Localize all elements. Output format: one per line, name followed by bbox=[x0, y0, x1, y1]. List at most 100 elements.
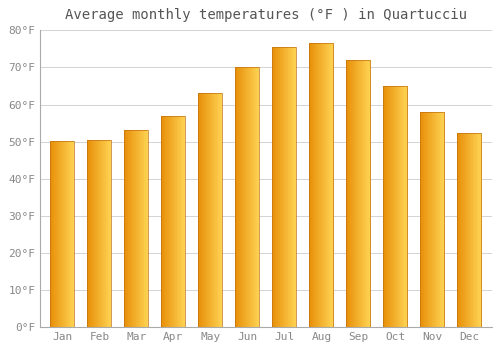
Bar bbox=[199, 93, 200, 327]
Bar bbox=[166, 116, 167, 327]
Bar bbox=[125, 131, 126, 327]
Bar bbox=[272, 47, 296, 327]
Bar bbox=[218, 93, 220, 327]
Bar bbox=[295, 47, 296, 327]
Bar bbox=[420, 112, 444, 327]
Bar bbox=[256, 67, 257, 327]
Bar bbox=[102, 140, 104, 327]
Bar bbox=[140, 131, 141, 327]
Bar bbox=[55, 141, 56, 327]
Bar bbox=[146, 131, 147, 327]
Bar bbox=[475, 133, 476, 327]
Bar bbox=[220, 93, 221, 327]
Bar bbox=[274, 47, 275, 327]
Bar bbox=[205, 93, 206, 327]
Bar bbox=[281, 47, 282, 327]
Bar bbox=[471, 133, 472, 327]
Bar bbox=[131, 131, 132, 327]
Bar bbox=[364, 60, 365, 327]
Bar bbox=[361, 60, 362, 327]
Bar bbox=[290, 47, 291, 327]
Bar bbox=[357, 60, 358, 327]
Bar bbox=[366, 60, 368, 327]
Bar bbox=[423, 112, 424, 327]
Bar bbox=[292, 47, 294, 327]
Bar bbox=[436, 112, 438, 327]
Bar bbox=[349, 60, 350, 327]
Bar bbox=[284, 47, 286, 327]
Bar bbox=[168, 116, 170, 327]
Bar bbox=[458, 133, 459, 327]
Bar bbox=[280, 47, 281, 327]
Bar bbox=[421, 112, 422, 327]
Bar bbox=[273, 47, 274, 327]
Bar bbox=[219, 93, 220, 327]
Bar bbox=[110, 140, 112, 327]
Bar bbox=[428, 112, 430, 327]
Bar bbox=[133, 131, 134, 327]
Bar bbox=[73, 141, 74, 327]
Bar bbox=[285, 47, 286, 327]
Bar bbox=[139, 131, 140, 327]
Bar bbox=[210, 93, 212, 327]
Bar bbox=[351, 60, 352, 327]
Bar bbox=[438, 112, 439, 327]
Bar bbox=[439, 112, 440, 327]
Bar bbox=[464, 133, 466, 327]
Bar bbox=[60, 141, 61, 327]
Bar bbox=[384, 86, 385, 327]
Bar bbox=[400, 86, 401, 327]
Bar bbox=[176, 116, 178, 327]
Bar bbox=[458, 133, 481, 327]
Bar bbox=[249, 67, 250, 327]
Bar bbox=[314, 43, 315, 327]
Bar bbox=[58, 141, 59, 327]
Bar bbox=[246, 67, 248, 327]
Bar bbox=[385, 86, 386, 327]
Bar bbox=[287, 47, 288, 327]
Bar bbox=[463, 133, 464, 327]
Bar bbox=[466, 133, 467, 327]
Bar bbox=[332, 43, 334, 327]
Bar bbox=[278, 47, 279, 327]
Bar bbox=[365, 60, 366, 327]
Bar bbox=[430, 112, 431, 327]
Bar bbox=[320, 43, 322, 327]
Bar bbox=[350, 60, 352, 327]
Bar bbox=[386, 86, 388, 327]
Bar bbox=[328, 43, 330, 327]
Bar bbox=[56, 141, 57, 327]
Bar bbox=[294, 47, 295, 327]
Bar bbox=[170, 116, 171, 327]
Bar bbox=[135, 131, 136, 327]
Bar bbox=[57, 141, 58, 327]
Bar bbox=[178, 116, 179, 327]
Bar bbox=[59, 141, 60, 327]
Bar bbox=[240, 67, 241, 327]
Bar bbox=[132, 131, 133, 327]
Bar bbox=[147, 131, 148, 327]
Bar bbox=[129, 131, 130, 327]
Bar bbox=[214, 93, 216, 327]
Bar bbox=[470, 133, 471, 327]
Bar bbox=[480, 133, 482, 327]
Bar bbox=[183, 116, 184, 327]
Bar bbox=[215, 93, 216, 327]
Bar bbox=[390, 86, 392, 327]
Bar bbox=[248, 67, 249, 327]
Bar bbox=[180, 116, 182, 327]
Bar bbox=[163, 116, 164, 327]
Bar bbox=[283, 47, 284, 327]
Bar bbox=[207, 93, 208, 327]
Bar bbox=[258, 67, 260, 327]
Bar bbox=[162, 116, 163, 327]
Bar bbox=[286, 47, 287, 327]
Bar bbox=[70, 141, 72, 327]
Bar bbox=[237, 67, 238, 327]
Bar bbox=[206, 93, 208, 327]
Bar bbox=[434, 112, 435, 327]
Bar bbox=[369, 60, 370, 327]
Bar bbox=[54, 141, 55, 327]
Bar bbox=[479, 133, 480, 327]
Bar bbox=[69, 141, 70, 327]
